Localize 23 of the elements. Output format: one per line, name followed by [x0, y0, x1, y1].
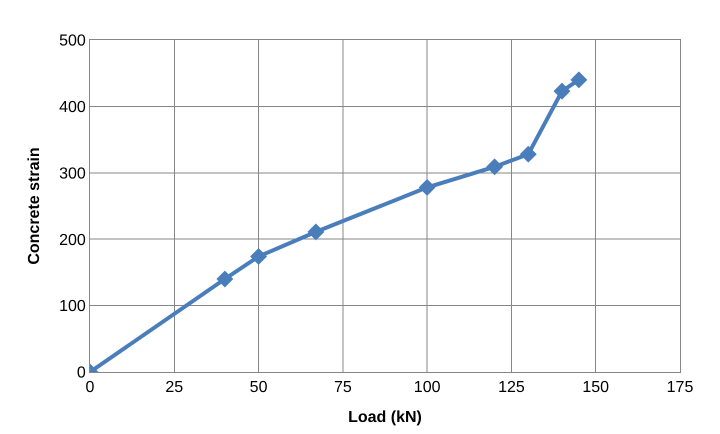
- y-tick-label: 0: [76, 364, 86, 382]
- y-tick-label: 400: [59, 99, 86, 116]
- x-axis-title: Load (kN): [348, 408, 422, 426]
- point: [486, 158, 504, 176]
- point: [418, 178, 436, 196]
- point: [554, 82, 570, 100]
- point: [570, 71, 588, 88]
- y-tick-label: 300: [59, 165, 86, 182]
- x-tick-label: 100: [414, 379, 441, 396]
- x-tick-label: 150: [582, 379, 610, 396]
- y-tick-label: 100: [59, 298, 86, 316]
- point: [307, 223, 324, 240]
- point: [520, 146, 537, 163]
- x-tick-label: 175: [666, 379, 694, 396]
- x-tick-label: 25: [165, 379, 184, 396]
- y-axis-title: Concrete strain: [26, 147, 43, 265]
- x-tick-label: 50: [250, 379, 268, 396]
- point: [216, 270, 234, 288]
- x-tick-label: 125: [498, 379, 525, 396]
- point: [250, 248, 268, 265]
- x-tick-label: 75: [334, 379, 352, 396]
- y-tick-label: 200: [59, 232, 86, 249]
- y-tick-label: 500: [59, 32, 86, 50]
